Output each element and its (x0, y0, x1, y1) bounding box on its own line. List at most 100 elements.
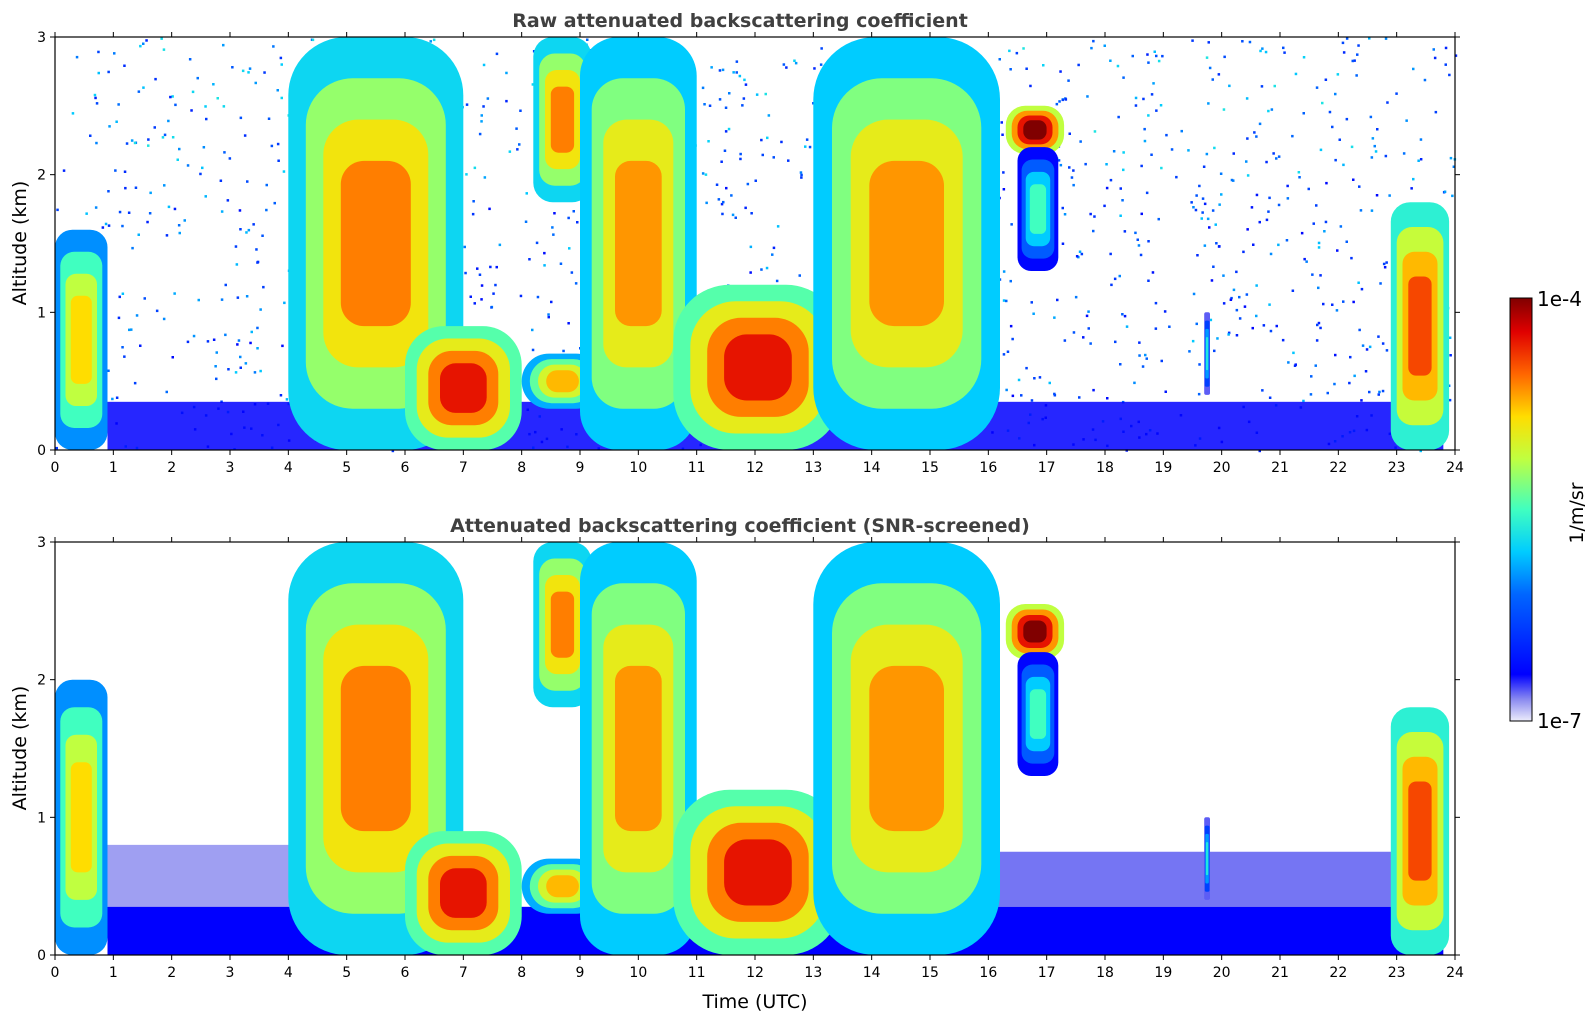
noise-pixel (732, 71, 735, 74)
noise-pixel (1309, 393, 1313, 396)
noise-pixel (1282, 46, 1285, 50)
noise-pixel (486, 97, 490, 100)
feature-low-cloud-6-8h (405, 326, 522, 450)
noise-pixel (1419, 449, 1422, 453)
noise-pixel (261, 234, 264, 237)
noise-pixel (276, 142, 280, 146)
noise-pixel (1207, 102, 1210, 105)
noise-pixel (1140, 212, 1143, 216)
noise-pixel (519, 109, 522, 112)
noise-pixel (1369, 115, 1373, 119)
noise-pixel (1089, 342, 1092, 345)
noise-pixel (1250, 206, 1254, 209)
noise-pixel (1302, 112, 1305, 115)
noise-pixel (1220, 193, 1223, 196)
noise-pixel (1302, 56, 1306, 59)
noise-pixel (482, 63, 486, 67)
noise-pixel (1258, 122, 1262, 126)
x-tick-label: 4 (284, 460, 293, 476)
noise-pixel (173, 207, 177, 211)
noise-pixel (1255, 314, 1258, 318)
noise-pixel (787, 159, 790, 162)
noise-pixel (245, 295, 249, 298)
noise-pixel (263, 71, 266, 74)
noise-pixel (178, 147, 181, 151)
noise-pixel (237, 339, 241, 342)
noise-pixel (1131, 54, 1134, 58)
noise-pixel (197, 298, 200, 302)
noise-pixel (245, 231, 248, 234)
noise-pixel (95, 102, 99, 105)
noise-pixel (1319, 274, 1322, 277)
feature-band (1205, 842, 1209, 876)
noise-pixel (265, 208, 268, 212)
noise-pixel (169, 95, 172, 99)
top-panel-title: Raw attenuated backscattering coefficien… (512, 10, 968, 32)
noise-pixel (1109, 59, 1112, 62)
noise-pixel (1196, 254, 1199, 257)
noise-pixel (1068, 132, 1071, 135)
noise-pixel (572, 210, 575, 213)
noise-pixel (1384, 37, 1388, 40)
noise-pixel (94, 96, 97, 100)
noise-pixel (1235, 334, 1239, 337)
x-tick-label: 1 (109, 460, 118, 476)
noise-pixel (1192, 206, 1195, 209)
x-tick-label: 14 (863, 460, 881, 476)
noise-pixel (705, 201, 708, 205)
noise-pixel (1258, 220, 1261, 224)
noise-pixel (1175, 175, 1178, 179)
noise-pixel (1213, 146, 1216, 150)
noise-pixel (1253, 131, 1256, 134)
noise-pixel (1307, 187, 1310, 191)
noise-pixel (746, 182, 750, 186)
bottom-x-axis: 0 1 2 3 4 5 6 7 8 9 10 11 12 13 14 15 16 17 18 19 20 21 22 23 24 (51, 537, 1464, 981)
noise-pixel (1333, 382, 1336, 386)
noise-pixel (742, 97, 746, 100)
x-tick-label: 11 (688, 460, 706, 476)
noise-pixel (1078, 250, 1082, 253)
noise-pixel (1335, 309, 1339, 312)
noise-pixel (1241, 40, 1244, 43)
bottom-y-axis: 0 1 2 3 (37, 535, 1460, 964)
noise-pixel (1402, 152, 1406, 155)
noise-pixel (391, 449, 395, 453)
noise-pixel (1345, 117, 1349, 121)
noise-pixel (1009, 324, 1013, 328)
noise-pixel (1113, 277, 1117, 281)
noise-pixel (1109, 178, 1113, 182)
noise-pixel (505, 99, 508, 103)
noise-pixel (1448, 398, 1452, 402)
noise-pixel (1067, 79, 1070, 82)
noise-pixel (480, 120, 483, 123)
noise-pixel (71, 112, 75, 115)
feature-late-cloud-23h (1390, 707, 1450, 955)
colorbar-min-label: 1e-7 (1537, 709, 1582, 733)
noise-pixel (1448, 73, 1451, 77)
noise-pixel (1334, 92, 1337, 96)
noise-pixel (1275, 324, 1278, 328)
noise-pixel (1151, 271, 1155, 274)
x-tick-label: 13 (804, 460, 822, 476)
noise-pixel (1328, 110, 1332, 114)
noise-pixel (1202, 165, 1206, 168)
noise-pixel (1443, 190, 1447, 193)
colorbar-max-label: 1e-4 (1537, 287, 1582, 311)
noise-pixel (1269, 329, 1273, 333)
noise-pixel (1150, 153, 1153, 156)
noise-pixel (1277, 155, 1281, 158)
noise-pixel (482, 105, 485, 108)
noise-pixel (1138, 341, 1141, 344)
noise-pixel (220, 298, 224, 301)
noise-pixel (1379, 282, 1382, 285)
noise-pixel (130, 328, 133, 331)
x-tick-label: 7 (459, 460, 468, 476)
noise-pixel (199, 172, 202, 176)
noise-pixel (1258, 449, 1261, 453)
noise-pixel (1268, 303, 1271, 306)
noise-pixel (123, 355, 126, 358)
noise-pixel (1134, 96, 1138, 100)
noise-pixel (1385, 261, 1388, 264)
noise-pixel (191, 90, 195, 94)
noise-pixel (1147, 114, 1150, 117)
